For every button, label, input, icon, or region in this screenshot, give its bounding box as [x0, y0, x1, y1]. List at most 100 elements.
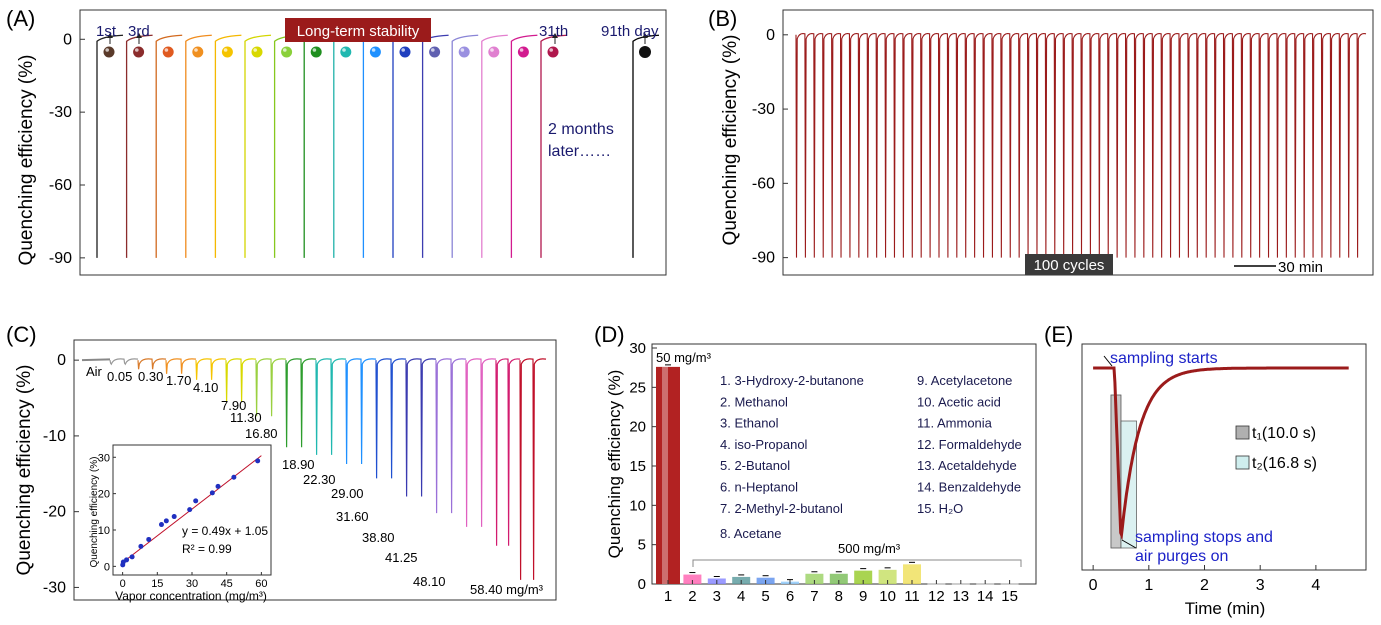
- arrow-head: [642, 33, 648, 38]
- bar: [951, 583, 970, 585]
- scale-bar-label: 30 min: [1278, 259, 1323, 276]
- cycle-ball: [458, 46, 470, 58]
- note-2-months: 2 months later……: [548, 121, 614, 160]
- legend-item: 15. H₂O: [917, 501, 963, 516]
- inset-point: [193, 498, 199, 504]
- conc-label: 1.70: [166, 373, 191, 388]
- d-xtick-label: 1: [664, 588, 672, 605]
- conc-label: Air: [86, 364, 103, 379]
- inset-xtick-label: 30: [186, 578, 198, 590]
- stability-banner-text: Long-term stability: [297, 23, 420, 40]
- label-3rd: 3rd: [128, 23, 150, 40]
- e-xtick-label: 2: [1200, 577, 1209, 594]
- panel-d-y-axis: 0 5 10 15 20 25 30: [629, 340, 657, 593]
- cycle-ball-highlight: [312, 48, 317, 52]
- panel-b-y-axis: 0 -30 -60 -90: [752, 27, 788, 267]
- inset-point: [129, 554, 135, 560]
- inset-point: [124, 557, 130, 563]
- conc-label: 22.30: [303, 472, 336, 487]
- cycle-ball: [192, 46, 204, 58]
- conc-label: 16.80: [245, 426, 278, 441]
- panel-c: (C) 0-10-20-30 Quenching efficiency (%) …: [6, 322, 557, 603]
- cycle-ball-highlight: [135, 48, 139, 52]
- cycle-ball-highlight: [519, 48, 524, 52]
- label-31th: 31th: [539, 23, 568, 40]
- d-xtick-label: 3: [713, 588, 721, 605]
- inset-xtick-label: 60: [255, 578, 267, 590]
- legend-item: 4. iso-Propanol: [720, 437, 808, 452]
- bar: [903, 564, 921, 584]
- bar: [656, 366, 680, 584]
- panel-c-y-axis: 0 -10 -20 -30: [43, 352, 79, 596]
- inset-point: [231, 474, 237, 480]
- e-legend-label: t₁(10.0 s): [1252, 425, 1316, 442]
- cycle-ball-highlight: [371, 48, 376, 52]
- e-xtick-label: 0: [1089, 577, 1098, 594]
- d-xtick-label: 8: [835, 588, 843, 605]
- d-ytick-label: 15: [629, 458, 646, 475]
- stability-cycle-curve: [540, 34, 568, 258]
- panel-e-plot: 0 1 2 3 4: [1089, 355, 1349, 594]
- stability-cycle-curve: [185, 34, 212, 258]
- cycle-ball: [340, 46, 352, 58]
- d-xtick-label: 13: [952, 588, 969, 605]
- legend-item: 8. Acetane: [720, 526, 781, 541]
- stability-cycle-curve: [392, 34, 420, 258]
- panel-label-e: (E): [1044, 322, 1073, 347]
- conc-label: 31.60: [336, 509, 369, 524]
- cycle-ball: [429, 46, 441, 58]
- response-curve: [435, 358, 467, 514]
- legend-item: 11. Ammonia: [917, 416, 993, 431]
- bar: [683, 574, 702, 584]
- label-50: 50 mg/m³: [656, 350, 712, 365]
- inset-point: [138, 543, 144, 549]
- panel-label-c: (C): [6, 322, 37, 347]
- response-curve: [519, 358, 547, 580]
- cycle-ball-highlight: [283, 48, 287, 52]
- d-ytick-label: 5: [638, 537, 646, 554]
- inset-point: [171, 514, 177, 520]
- response-curve: [315, 358, 347, 455]
- inset-point: [209, 490, 215, 496]
- d-xtick-label: 9: [859, 588, 867, 605]
- c-ytick-tick-label: -10: [43, 428, 66, 445]
- inset-xtick-label: 0: [120, 578, 126, 590]
- conc-label: 0.30: [138, 369, 163, 384]
- cycle-ball-highlight: [490, 48, 494, 52]
- e-xtick-label: 4: [1311, 577, 1320, 594]
- bar: [1000, 583, 1019, 585]
- response-curve: [225, 358, 257, 402]
- cycle-ball-highlight: [253, 48, 257, 52]
- cycle-ball: [399, 46, 411, 58]
- conc-label: 38.80: [362, 530, 395, 545]
- inset-point: [158, 522, 164, 528]
- cycle-ball-highlight: [342, 48, 346, 52]
- inset-plot: 0 15 30 45 60 0 10 20 30: [98, 452, 268, 590]
- legend-item: 2. Methanol: [720, 394, 788, 409]
- conc-label: 0.05: [107, 369, 132, 384]
- e-legend-swatch: [1235, 425, 1250, 440]
- stability-cycle-curve: [421, 34, 449, 258]
- response-curve: [165, 358, 197, 374]
- d-xtick-label: 14: [977, 588, 994, 605]
- response-curve: [195, 358, 227, 380]
- panel-b-ylabel: Quenching efficiency (%): [720, 35, 741, 246]
- stability-cycle-curve: [303, 34, 331, 258]
- cycle-ball: [251, 46, 263, 58]
- panel-e: (E) 0 1 2 3 4 Time (min) sampling starts sam…: [1044, 322, 1367, 618]
- stability-cycle-curve: [244, 34, 272, 258]
- bar-highlight: [662, 366, 668, 584]
- annotation-start: sampling starts: [1110, 350, 1218, 367]
- stability-cycle-curve: [362, 34, 390, 258]
- response-curve: [1093, 366, 1349, 541]
- legend-item: 12. Formaldehyde: [917, 437, 1022, 452]
- inset-point: [215, 483, 221, 489]
- panel-d-legend: 1. 3-Hydroxy-2-butanone 2. Methanol 3. Eth…: [720, 373, 1022, 541]
- legend-item: 14. Benzaldehyde: [917, 480, 1021, 495]
- annotation-stop: sampling stops and air purges on: [1135, 529, 1273, 565]
- panel-d-bars: [656, 364, 1019, 585]
- d-xtick-label: 4: [737, 588, 745, 605]
- inset-ytick-label: 10: [98, 525, 110, 537]
- response-curve: [285, 358, 317, 448]
